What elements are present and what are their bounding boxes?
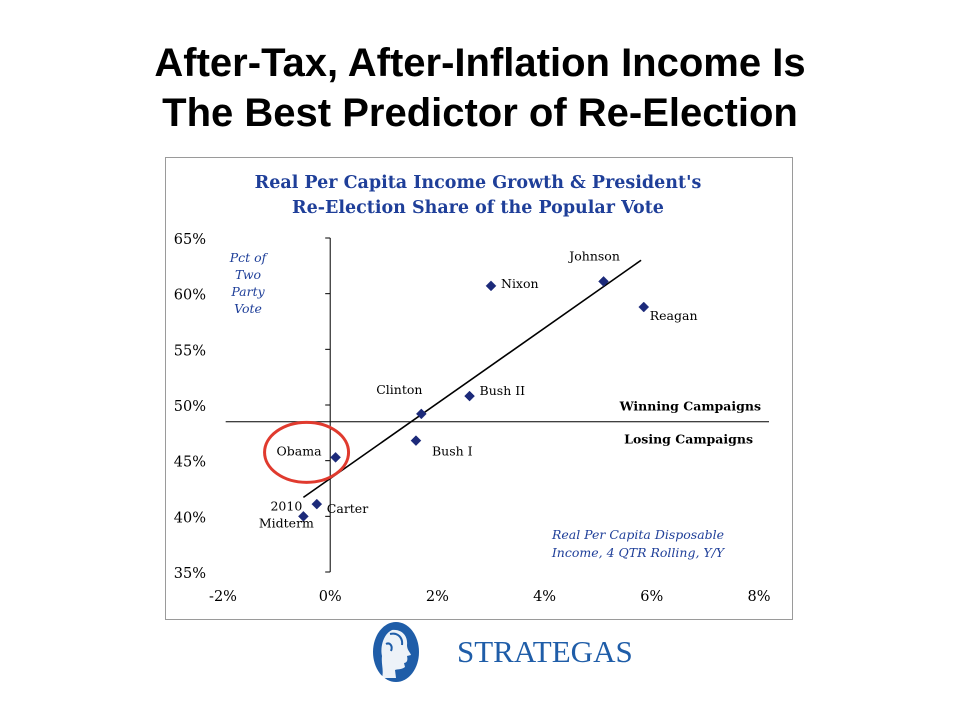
x-tick-label: 8% [747, 589, 770, 605]
data-point [410, 435, 422, 446]
point-label: Johnson [567, 248, 620, 263]
y-tick-label: 35% [174, 566, 206, 582]
logo-wordmark: STRATEGAS [457, 634, 633, 669]
x-tick-label: 6% [640, 589, 663, 605]
point-label: 2010 [270, 498, 302, 513]
data-point [485, 280, 497, 292]
data-point [638, 301, 650, 313]
point-label: Obama [277, 443, 323, 458]
point-label: Reagan [650, 308, 698, 323]
point-label: Nixon [501, 276, 539, 291]
point-label: Carter [327, 501, 368, 516]
x-axis-label-line: Real Per Capita Disposable [551, 527, 724, 542]
data-point [415, 408, 427, 420]
head-silhouette-icon [373, 622, 419, 682]
y-axis-label-line: Two [235, 267, 261, 282]
annotations: 2010 Midterm Carter Obama Bush I Clinton Bush … [259, 248, 698, 530]
slide-title-line-2: The Best Predictor of Re-Election [162, 91, 798, 135]
data-point [330, 451, 341, 463]
slide-title: After-Tax, After-Inflation Income Is The… [0, 38, 960, 138]
point-label: Bush I [432, 444, 473, 459]
y-tick-label: 45% [174, 455, 206, 471]
y-axis-label-line: Pct of [229, 250, 269, 265]
point-label: Bush II [480, 383, 526, 398]
x-tick-label: 2% [426, 589, 449, 605]
threshold-group: Winning Campaigns Losing Campaigns [225, 399, 769, 447]
y-axis-label-line: Vote [234, 301, 262, 316]
x-tick-label: -2% [209, 589, 237, 605]
highlight-circle [263, 420, 351, 484]
scatter-chart: Real Per Capita Income Growth & Presiden… [174, 173, 771, 605]
y-tick-label: 55% [174, 343, 206, 359]
y-tick-label: 50% [174, 399, 206, 415]
chart-subtitle: Re-Election Share of the Popular Vote [292, 198, 664, 218]
winning-campaigns-label: Winning Campaigns [619, 399, 761, 414]
x-tick-label: 0% [319, 589, 342, 605]
y-axis-label-line: Party [230, 284, 265, 299]
chart-title: Real Per Capita Income Growth & Presiden… [255, 173, 702, 193]
chart-panel: Real Per Capita Income Growth & Presiden… [165, 157, 793, 620]
point-label: Midterm [259, 515, 314, 530]
data-point [298, 510, 309, 522]
strategas-logo: STRATEGAS [368, 620, 633, 684]
trendline-group [302, 259, 642, 499]
losing-campaigns-label: Losing Campaigns [624, 432, 753, 447]
slide-title-line-1: After-Tax, After-Inflation Income Is [154, 41, 806, 85]
y-tick-label: 60% [174, 288, 206, 304]
data-points [298, 276, 650, 522]
data-point [464, 390, 475, 402]
x-axis-label-line: Income, 4 QTR Rolling, Y/Y [551, 545, 726, 560]
point-label: Clinton [376, 382, 422, 397]
trendline [302, 259, 642, 499]
x-tick-label: 4% [533, 589, 556, 605]
chart-axes: 35% 40% 45% 50% 55% 60% 65% -2% 0% 2% 4% 6% 8% Pct of… [174, 232, 771, 605]
data-point [311, 498, 323, 510]
y-tick-label: 65% [174, 232, 206, 248]
y-tick-label: 40% [174, 510, 206, 526]
data-point [598, 276, 609, 287]
